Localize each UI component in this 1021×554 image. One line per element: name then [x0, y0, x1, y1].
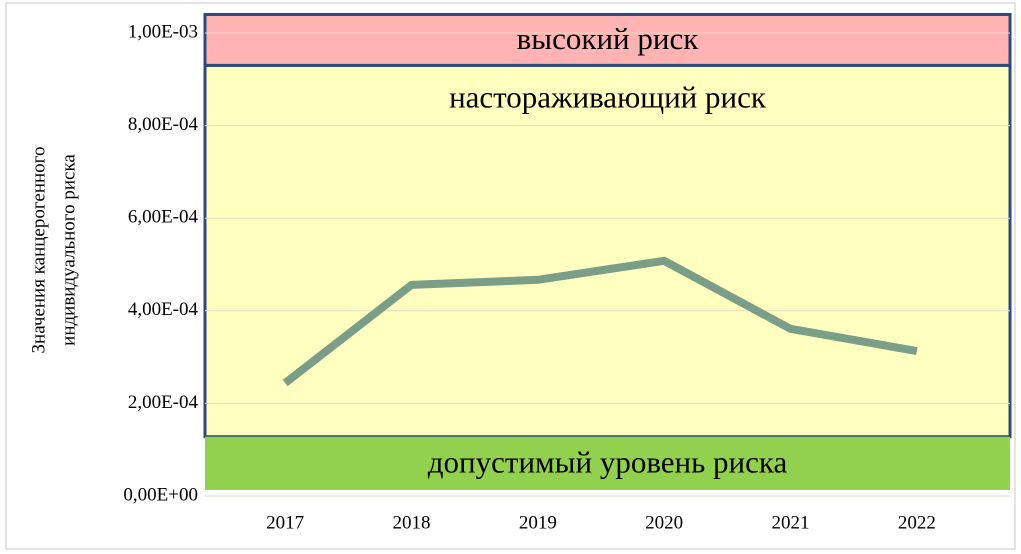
zone-label: высокий риск — [517, 21, 700, 56]
risk-zone — [203, 13, 1012, 67]
y-axis-title: индивидуального риска — [58, 154, 79, 346]
x-tick-label: 2019 — [519, 512, 557, 533]
x-tick-label: 2021 — [772, 512, 810, 533]
zone-label: настораживающий риск — [449, 80, 767, 115]
y-tick-label: 6,00E-04 — [128, 207, 199, 228]
risk-zone — [203, 63, 1012, 439]
y-tick-label: 2,00E-04 — [128, 392, 199, 413]
y-tick-label: 4,00E-04 — [128, 299, 199, 320]
x-tick-label: 2017 — [266, 512, 304, 533]
y-tick-label: 0,00E+00 — [123, 484, 198, 505]
risk-zone — [205, 436, 1010, 490]
y-axis-title: Значения канцерогенного — [28, 147, 49, 354]
data-line — [282, 256, 918, 387]
y-tick-label: 1,00E-03 — [128, 21, 198, 42]
zone-label: допустимый уровень риска — [428, 444, 788, 479]
x-tick-label: 2022 — [898, 512, 936, 533]
y-tick-label: 8,00E-04 — [128, 114, 199, 135]
x-tick-label: 2018 — [393, 512, 431, 533]
x-tick-label: 2020 — [645, 512, 683, 533]
